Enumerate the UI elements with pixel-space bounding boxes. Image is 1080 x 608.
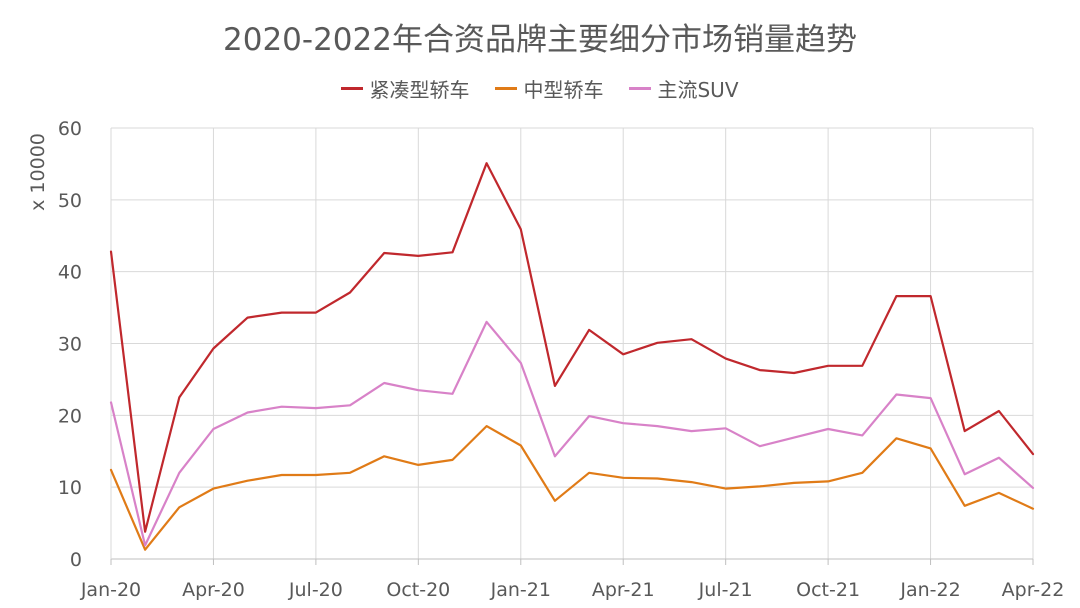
grid: [111, 127, 1034, 559]
legend-swatch-midsize-sedan: [495, 87, 518, 90]
chart-title: 2020-2022年合资品牌主要细分市场销量趋势: [223, 22, 857, 58]
y-tick-label: 20: [58, 405, 82, 427]
x-tick-label: Oct-20: [386, 579, 450, 601]
x-tick-label: Jan-20: [80, 579, 141, 601]
y-tick-label: 10: [58, 477, 82, 499]
legend-label-mainstream-suv: 主流SUV: [657, 78, 739, 102]
legend: 紧凑型轿车 中型轿车 主流SUV: [0, 74, 1080, 103]
axes: [110, 128, 1034, 565]
legend-item-mainstream-suv: 主流SUV: [629, 74, 739, 103]
x-tick-label: Apr-22: [1002, 579, 1065, 601]
x-tick-label: Jul-20: [288, 579, 343, 601]
y-axis-label: x 10000: [27, 133, 49, 211]
x-tick-label: Jan-22: [899, 579, 960, 601]
legend-item-midsize-sedan: 中型轿车: [495, 74, 603, 103]
legend-item-compact-sedan: 紧凑型轿车: [341, 74, 469, 103]
y-tick-label: 40: [58, 262, 82, 284]
series-line-0: [109, 162, 1035, 533]
series-line-2: [109, 320, 1035, 547]
x-tick-label: Jul-21: [698, 579, 753, 601]
x-tick-label: Apr-20: [182, 579, 245, 601]
legend-label-compact-sedan: 紧凑型轿车: [369, 78, 470, 102]
y-tick-label: 0: [70, 549, 82, 571]
series-line-1: [109, 425, 1035, 551]
tick-labels: 0 10 20 30 40 50 60 Jan-20 Apr-20 Jul-20 Oct-20 Jan…: [58, 118, 1065, 601]
x-tick-label: Oct-21: [796, 579, 860, 601]
legend-label-midsize-sedan: 中型轿车: [523, 78, 604, 102]
legend-swatch-compact-sedan: [341, 87, 364, 90]
series-lines: [109, 162, 1035, 551]
x-tick-label: Apr-21: [592, 579, 655, 601]
legend-swatch-mainstream-suv: [629, 87, 652, 90]
y-tick-label: 50: [58, 190, 82, 212]
x-tick-label: Jan-21: [490, 579, 551, 601]
y-tick-label: 60: [58, 118, 82, 140]
y-tick-label: 30: [58, 334, 82, 356]
